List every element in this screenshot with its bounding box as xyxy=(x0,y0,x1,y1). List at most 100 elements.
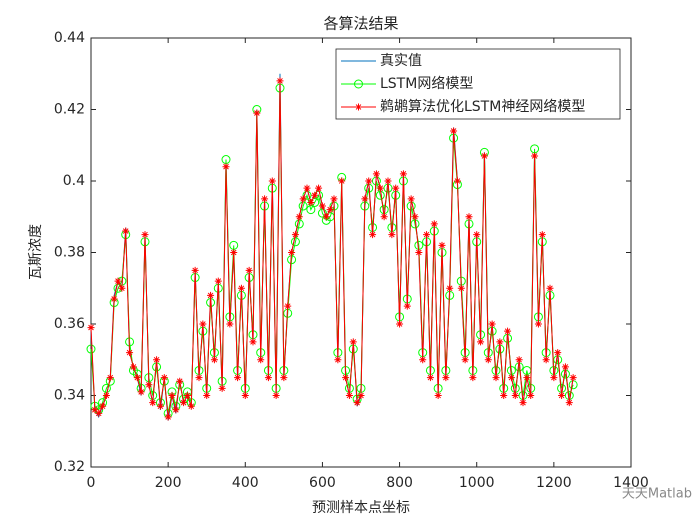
marker-asterisk xyxy=(133,374,141,382)
marker-asterisk xyxy=(311,191,319,199)
marker-asterisk xyxy=(342,374,350,382)
marker-asterisk xyxy=(361,195,369,203)
marker-asterisk xyxy=(357,392,365,399)
marker-asterisk xyxy=(353,399,361,407)
x-tick-label: 200 xyxy=(155,475,182,491)
marker-asterisk xyxy=(280,374,288,382)
marker-asterisk xyxy=(527,392,535,399)
marker-asterisk xyxy=(554,349,562,357)
marker-asterisk xyxy=(191,266,199,274)
legend-marker xyxy=(354,79,363,89)
marker-asterisk xyxy=(87,324,95,332)
marker-asterisk xyxy=(199,320,207,328)
marker-asterisk xyxy=(168,392,176,399)
marker-asterisk xyxy=(372,170,380,178)
marker-asterisk xyxy=(376,184,384,192)
marker-asterisk xyxy=(330,195,338,203)
x-axis-label: 预测样本点坐标 xyxy=(312,500,410,516)
marker-asterisk xyxy=(276,77,284,85)
y-tick-label: 0.38 xyxy=(54,245,85,261)
y-tick-label: 0.4 xyxy=(63,173,85,189)
y-tick-label: 0.44 xyxy=(54,30,85,46)
marker-asterisk xyxy=(237,284,245,292)
marker-asterisk xyxy=(465,213,473,221)
marker-asterisk xyxy=(95,409,103,417)
marker-asterisk xyxy=(145,381,153,389)
marker-asterisk xyxy=(264,374,272,382)
marker-asterisk xyxy=(129,363,137,371)
x-tick-label: 1200 xyxy=(536,475,572,491)
marker-asterisk xyxy=(380,213,388,221)
marker-asterisk xyxy=(234,374,242,382)
marker-asterisk xyxy=(534,320,542,328)
marker-asterisk xyxy=(172,406,180,414)
y-axis-label: 瓦斯浓度 xyxy=(28,224,44,280)
marker-asterisk xyxy=(338,177,346,185)
marker-asterisk xyxy=(407,195,415,203)
marker-asterisk xyxy=(160,374,168,382)
marker-asterisk xyxy=(496,338,504,346)
marker-asterisk xyxy=(442,374,450,382)
marker-asterisk xyxy=(419,356,427,364)
marker-asterisk xyxy=(230,249,238,256)
marker-asterisk xyxy=(345,392,353,399)
y-tick-label: 0.42 xyxy=(54,102,85,118)
marker-asterisk xyxy=(403,302,411,310)
marker-asterisk xyxy=(384,177,392,185)
marker-asterisk xyxy=(561,363,569,371)
marker-asterisk xyxy=(515,356,523,364)
marker-asterisk xyxy=(218,384,226,392)
legend-label: 真实值 xyxy=(380,53,422,69)
marker-asterisk xyxy=(272,392,280,399)
marker-asterisk xyxy=(284,302,292,310)
marker-asterisk xyxy=(469,374,477,382)
marker-asterisk xyxy=(315,184,323,192)
x-tick-label: 0 xyxy=(87,475,96,491)
marker-asterisk xyxy=(114,277,122,285)
marker-asterisk xyxy=(426,374,434,382)
marker-asterisk xyxy=(288,249,296,256)
legend-label: LSTM网络模型 xyxy=(380,76,473,92)
marker-circle xyxy=(86,344,96,354)
marker-asterisk xyxy=(434,392,442,399)
marker-asterisk xyxy=(322,213,330,221)
marker-asterisk xyxy=(430,220,438,228)
legend-label: 鹈鹕算法优化LSTM神经网络模型 xyxy=(380,98,585,115)
marker-asterisk xyxy=(392,184,400,192)
marker-asterisk xyxy=(542,356,550,364)
marker-asterisk xyxy=(326,206,334,214)
marker-asterisk xyxy=(488,320,496,328)
marker-asterisk xyxy=(137,388,145,396)
marker-asterisk xyxy=(519,399,527,407)
chart-title: 各算法结果 xyxy=(323,15,398,33)
marker-asterisk xyxy=(245,266,253,274)
marker-asterisk xyxy=(388,231,396,239)
marker-asterisk xyxy=(291,231,299,239)
marker-asterisk xyxy=(257,356,265,364)
marker-asterisk xyxy=(303,184,311,192)
marker-asterisk xyxy=(369,231,377,239)
marker-asterisk xyxy=(399,170,407,178)
marker-asterisk xyxy=(126,349,134,357)
marker-asterisk xyxy=(531,152,539,160)
marker-asterisk xyxy=(261,195,269,203)
x-tick-label: 1400 xyxy=(613,475,649,491)
marker-asterisk xyxy=(102,392,110,399)
marker-asterisk xyxy=(118,284,126,292)
marker-asterisk xyxy=(318,202,326,210)
x-tick-label: 600 xyxy=(309,475,336,491)
marker-asterisk xyxy=(504,327,512,335)
marker-asterisk xyxy=(295,213,303,221)
marker-asterisk xyxy=(334,356,342,364)
marker-asterisk xyxy=(122,227,130,235)
marker-asterisk xyxy=(550,374,558,382)
marker-asterisk xyxy=(226,320,234,328)
marker-asterisk xyxy=(523,374,531,382)
marker-asterisk xyxy=(149,399,157,407)
marker-asterisk xyxy=(203,392,211,399)
y-tick-label: 0.32 xyxy=(54,459,85,475)
marker-asterisk xyxy=(241,392,249,399)
marker-asterisk xyxy=(457,284,465,292)
marker-asterisk xyxy=(484,356,492,364)
